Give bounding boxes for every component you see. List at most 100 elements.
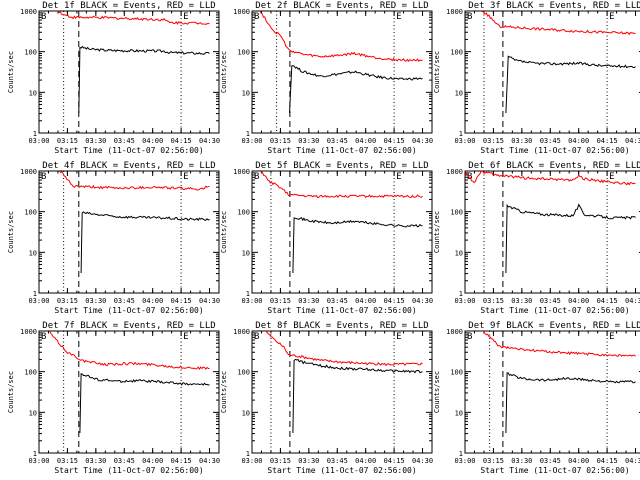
end-marker: E: [609, 12, 614, 22]
x-tick-label: 03:45: [540, 457, 561, 465]
x-tick-label: 04:00: [142, 457, 163, 465]
x-tick-label: 03:00: [454, 457, 475, 465]
x-tick-label: 04:30: [199, 137, 220, 145]
x-tick-label: 03:30: [85, 137, 106, 145]
chart-title: Det 9f BLACK = Events, RED = LLD: [468, 321, 640, 331]
plot-frame: [464, 330, 640, 454]
x-tick-label: 03:45: [327, 137, 348, 145]
panel-6: Det 6f BLACK = Events, RED = LLD 1 10 100 10…: [433, 161, 640, 315]
series-events-line: [79, 373, 210, 434]
x-tick-label: 03:15: [483, 297, 504, 305]
x-tick-label: 04:00: [355, 297, 376, 305]
begin-marker: B: [254, 172, 259, 182]
plot-frame: [251, 170, 433, 294]
x-tick-label: 03:15: [483, 137, 504, 145]
y-tick-label: 1: [246, 290, 250, 298]
x-axis-label: Start Time (11-Oct-07 02:56:00): [267, 306, 416, 315]
y-tick-label: 10: [29, 409, 37, 417]
x-tick-label: 03:00: [28, 457, 49, 465]
x-axis-label: Start Time (11-Oct-07 02:56:00): [54, 146, 203, 155]
y-tick-label: 1000: [233, 8, 250, 16]
x-tick-label: 04:15: [597, 297, 618, 305]
y-tick-label: 1000: [446, 168, 463, 176]
x-tick-label: 04:15: [384, 457, 405, 465]
y-axis-label: Counts/sec: [433, 211, 441, 253]
x-tick-label: 04:00: [355, 137, 376, 145]
x-tick-label: 03:45: [540, 297, 561, 305]
y-axis-label: Counts/sec: [433, 371, 441, 413]
y-tick-label: 1000: [20, 168, 37, 176]
x-tick-label: 04:00: [568, 457, 589, 465]
end-marker: E: [183, 332, 188, 342]
x-tick-label: 03:30: [511, 297, 532, 305]
x-tick-label: 03:00: [28, 137, 49, 145]
series-events-line: [505, 203, 636, 274]
x-tick-label: 03:15: [270, 457, 291, 465]
series-lld-line: [260, 171, 423, 199]
x-axis-label: Start Time (11-Oct-07 02:56:00): [480, 146, 629, 155]
y-tick-label: 10: [29, 89, 37, 97]
x-tick-label: 03:15: [57, 457, 78, 465]
y-tick-label: 10: [455, 409, 463, 417]
series-lld-line: [480, 11, 636, 36]
x-tick-label: 03:45: [540, 137, 561, 145]
y-tick-label: 10: [455, 249, 463, 257]
chart-title: Det 2f BLACK = Events, RED = LLD: [255, 1, 428, 11]
y-tick-label: 100: [450, 49, 463, 57]
y-axis-label: Counts/sec: [220, 371, 228, 413]
panel-5: Det 5f BLACK = Events, RED = LLD 1 10 100 10…: [220, 161, 433, 315]
x-tick-label: 04:15: [597, 137, 618, 145]
y-tick-label: 1: [33, 130, 37, 138]
begin-marker: B: [467, 332, 472, 342]
series-events-line: [292, 358, 423, 434]
plot-frame: [251, 330, 433, 454]
y-axis-label: Counts/sec: [7, 211, 15, 253]
series-events-line: [289, 65, 423, 114]
series-events-line: [505, 55, 636, 114]
x-tick-label: 03:15: [270, 137, 291, 145]
y-tick-label: 1: [459, 130, 463, 138]
x-tick-label: 04:30: [625, 297, 640, 305]
x-tick-label: 03:30: [298, 457, 319, 465]
y-tick-label: 100: [24, 209, 37, 217]
x-tick-label: 04:15: [171, 297, 192, 305]
series-events-line: [80, 211, 210, 274]
end-marker: E: [183, 172, 188, 182]
x-axis-label: Start Time (11-Oct-07 02:56:00): [480, 306, 629, 315]
begin-marker: B: [467, 12, 472, 22]
end-marker: E: [396, 332, 401, 342]
x-tick-label: 04:30: [199, 457, 220, 465]
y-tick-label: 1000: [20, 328, 37, 336]
x-tick-label: 03:45: [114, 137, 135, 145]
series-lld-line: [465, 171, 636, 186]
y-tick-label: 10: [242, 249, 250, 257]
begin-marker: B: [41, 172, 46, 182]
x-tick-label: 04:30: [412, 297, 433, 305]
panel-7: Det 7f BLACK = Events, RED = LLD 1 10 100 10…: [7, 321, 220, 475]
begin-marker: B: [254, 332, 259, 342]
y-tick-label: 1: [459, 290, 463, 298]
plot-frame: [464, 170, 640, 294]
panel-1: Det 1f BLACK = Events, RED = LLD 1 10 100 10…: [7, 1, 220, 155]
plot-frame: [38, 10, 220, 134]
x-tick-label: 03:30: [511, 137, 532, 145]
series-events-line: [292, 217, 423, 274]
x-tick-label: 03:45: [327, 297, 348, 305]
x-tick-label: 04:00: [142, 137, 163, 145]
y-tick-label: 1: [246, 450, 250, 458]
panel-8: Det 8f BLACK = Events, RED = LLD 1 10 100 10…: [220, 321, 433, 475]
x-tick-label: 04:15: [384, 137, 405, 145]
y-tick-label: 10: [242, 409, 250, 417]
x-axis-label: Start Time (11-Oct-07 02:56:00): [267, 146, 416, 155]
x-tick-label: 03:15: [57, 137, 78, 145]
x-axis-label: Start Time (11-Oct-07 02:56:00): [480, 466, 629, 475]
y-axis-label: Counts/sec: [220, 51, 228, 93]
x-tick-label: 03:30: [85, 457, 106, 465]
panel-9: Det 9f BLACK = Events, RED = LLD 1 10 100 10…: [433, 321, 640, 475]
x-tick-label: 03:00: [241, 137, 262, 145]
begin-marker: B: [41, 332, 46, 342]
end-marker: E: [396, 172, 401, 182]
panel-2: Det 2f BLACK = Events, RED = LLD 1 10 100 10…: [220, 1, 433, 155]
y-tick-label: 100: [24, 369, 37, 377]
x-tick-label: 04:00: [142, 297, 163, 305]
